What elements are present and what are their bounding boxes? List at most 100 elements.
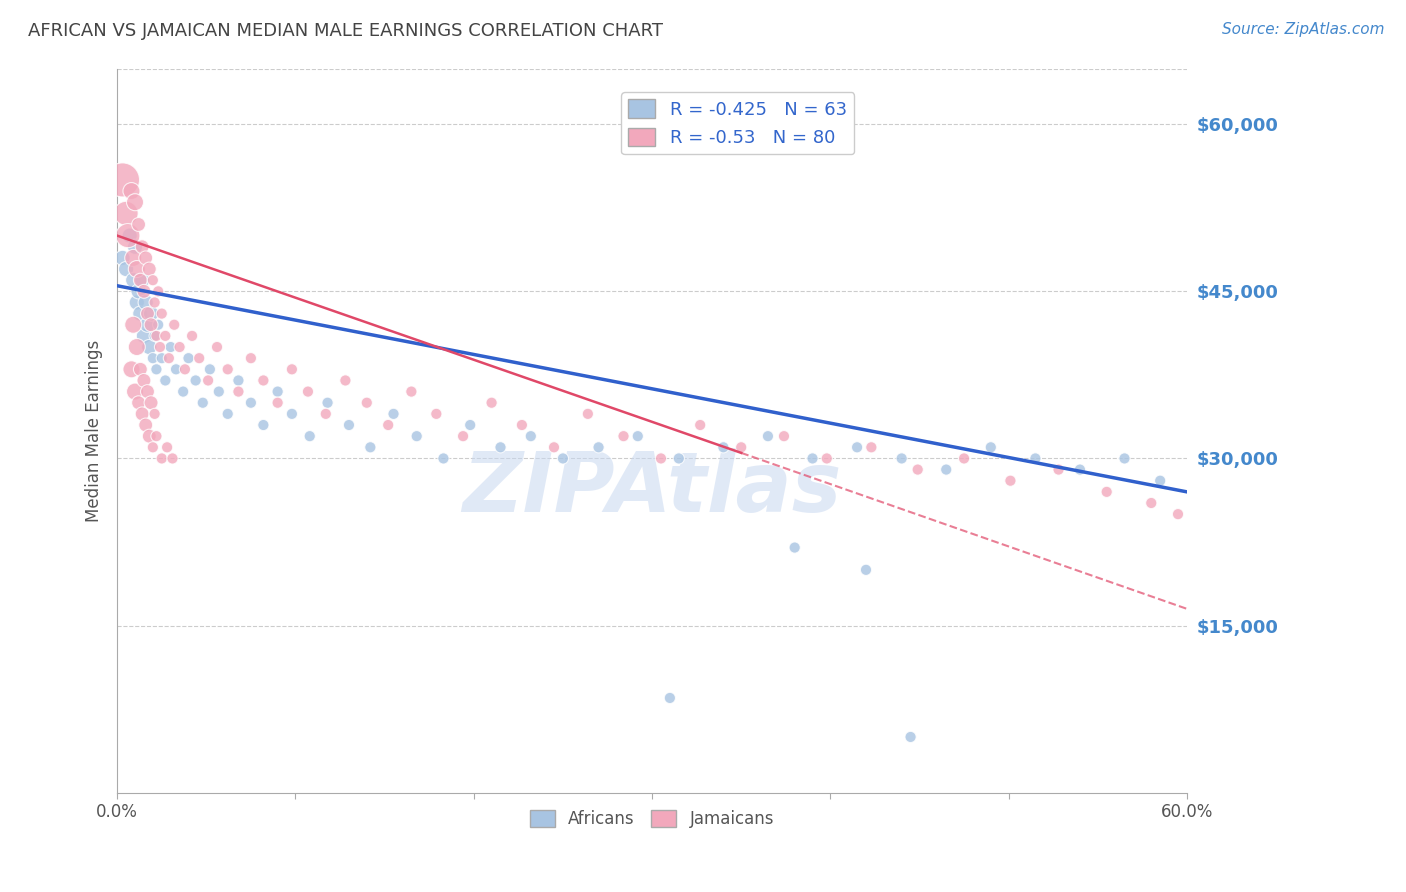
Point [124, 240, 146, 254]
Point [281, 407, 304, 421]
Point [124, 384, 146, 399]
Point [125, 295, 148, 310]
Point [129, 362, 152, 376]
Point [281, 362, 304, 376]
Point [217, 407, 239, 421]
Point [551, 451, 574, 466]
Point [425, 407, 447, 421]
Point [239, 351, 262, 366]
Point [131, 240, 153, 254]
Point [172, 384, 194, 399]
Point [1149, 474, 1171, 488]
Point [1000, 474, 1022, 488]
Point [520, 429, 543, 443]
Point [138, 262, 160, 277]
Point [142, 273, 165, 287]
Point [117, 228, 139, 243]
Point [129, 307, 152, 321]
Point [150, 351, 173, 366]
Point [773, 429, 796, 443]
Point [128, 395, 150, 409]
Point [658, 690, 681, 705]
Point [756, 429, 779, 443]
Point [131, 407, 153, 421]
Point [135, 295, 157, 310]
Point [860, 440, 883, 454]
Point [132, 329, 155, 343]
Text: Source: ZipAtlas.com: Source: ZipAtlas.com [1222, 22, 1385, 37]
Point [197, 374, 219, 388]
Point [136, 307, 159, 321]
Point [155, 329, 177, 343]
Point [150, 451, 173, 466]
Point [239, 395, 262, 409]
Point [1024, 451, 1046, 466]
Point [138, 340, 160, 354]
Point [135, 417, 157, 432]
Point [142, 351, 165, 366]
Point [188, 351, 211, 366]
Point [846, 440, 869, 454]
Point [149, 340, 172, 354]
Point [122, 318, 145, 332]
Point [132, 285, 155, 299]
Point [689, 417, 711, 432]
Legend: Africans, Jamaicans: Africans, Jamaicans [523, 804, 780, 835]
Point [136, 384, 159, 399]
Point [148, 318, 170, 332]
Point [627, 429, 650, 443]
Point [155, 374, 177, 388]
Point [458, 417, 481, 432]
Point [217, 362, 239, 376]
Point [184, 374, 207, 388]
Point [136, 318, 159, 332]
Point [612, 429, 634, 443]
Point [125, 262, 148, 277]
Point [115, 262, 138, 277]
Point [142, 440, 165, 454]
Point [377, 417, 399, 432]
Point [298, 429, 321, 443]
Point [145, 429, 167, 443]
Point [139, 395, 162, 409]
Point [132, 374, 155, 388]
Point [356, 395, 378, 409]
Point [163, 318, 186, 332]
Point [1140, 496, 1163, 510]
Point [162, 451, 184, 466]
Point [177, 351, 200, 366]
Point [576, 407, 599, 421]
Point [588, 440, 610, 454]
Point [129, 273, 152, 287]
Point [148, 285, 170, 299]
Point [120, 362, 142, 376]
Point [1095, 484, 1118, 499]
Point [181, 329, 204, 343]
Point [855, 563, 877, 577]
Point [316, 395, 339, 409]
Point [208, 384, 231, 399]
Point [139, 318, 162, 332]
Point [125, 340, 148, 354]
Point [118, 228, 141, 243]
Point [156, 440, 179, 454]
Point [650, 451, 672, 466]
Point [124, 195, 146, 210]
Y-axis label: Median Male Earnings: Median Male Earnings [86, 340, 103, 522]
Point [953, 451, 976, 466]
Point [890, 451, 912, 466]
Point [266, 395, 288, 409]
Point [730, 440, 752, 454]
Point [159, 340, 181, 354]
Point [135, 251, 157, 265]
Point [145, 329, 167, 343]
Point [165, 362, 187, 376]
Point [145, 362, 167, 376]
Point [150, 307, 173, 321]
Point [980, 440, 1002, 454]
Point [481, 395, 503, 409]
Point [1069, 462, 1091, 476]
Point [122, 251, 145, 265]
Point [668, 451, 690, 466]
Point [335, 374, 357, 388]
